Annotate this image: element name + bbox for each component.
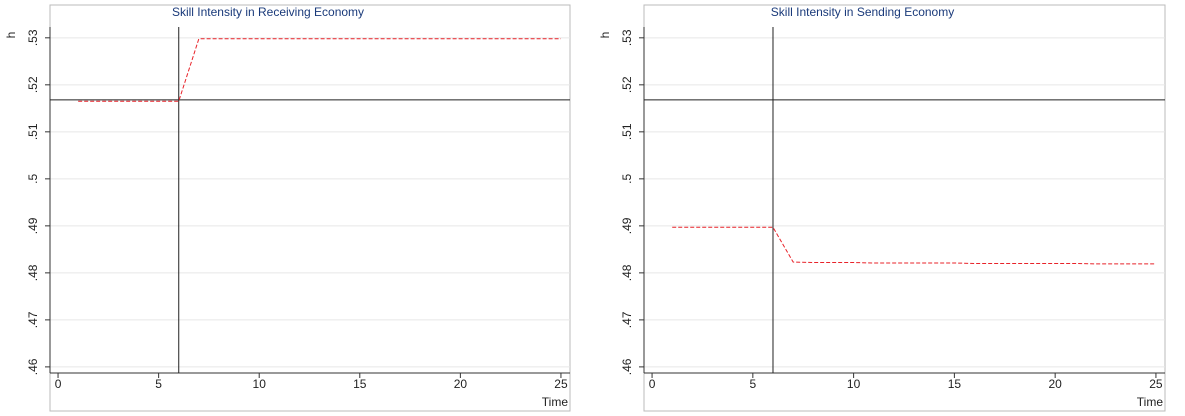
x-tick-label: 15 [948,377,962,391]
y-axis-label: h [598,32,612,39]
x-tick-label: 5 [749,377,756,391]
x-axis-label: Time [542,395,569,409]
y-tick-label: .49 [26,217,40,234]
y-tick-label: .47 [26,311,40,328]
y-tick-label: .53 [620,29,634,46]
x-axis-label: Time [1137,395,1164,409]
y-tick-label: .5 [26,174,40,184]
x-tick-label: 10 [847,377,861,391]
y-tick-label: .46 [620,358,634,375]
x-tick-label: 0 [649,377,656,391]
frame [49,4,571,412]
x-tick-label: 25 [1149,377,1163,391]
x-tick-label: 20 [454,377,468,391]
x-tick-label: 0 [55,377,62,391]
chart-title: Skill Intensity in Receiving Economy [172,5,364,19]
y-tick-label: .52 [26,76,40,93]
frame [643,4,1166,412]
y-tick-label: .48 [620,264,634,281]
y-tick-label: .48 [26,264,40,281]
y-tick-label: .51 [620,123,634,140]
series-line [78,38,561,102]
y-tick-label: .5 [620,174,634,184]
x-tick-label: 15 [353,377,367,391]
y-axis-label: h [4,32,18,39]
x-tick-label: 10 [253,377,267,391]
y-tick-label: .49 [620,217,634,234]
chart-title: Skill Intensity in Sending Economy [771,5,954,19]
y-tick-label: .52 [620,76,634,93]
y-tick-label: .53 [26,29,40,46]
x-tick-label: 5 [155,377,162,391]
series-line [672,226,1156,265]
y-tick-label: .51 [26,123,40,140]
x-tick-label: 20 [1048,377,1062,391]
y-tick-label: .46 [26,358,40,375]
x-tick-label: 25 [554,377,568,391]
y-tick-label: .47 [620,311,634,328]
